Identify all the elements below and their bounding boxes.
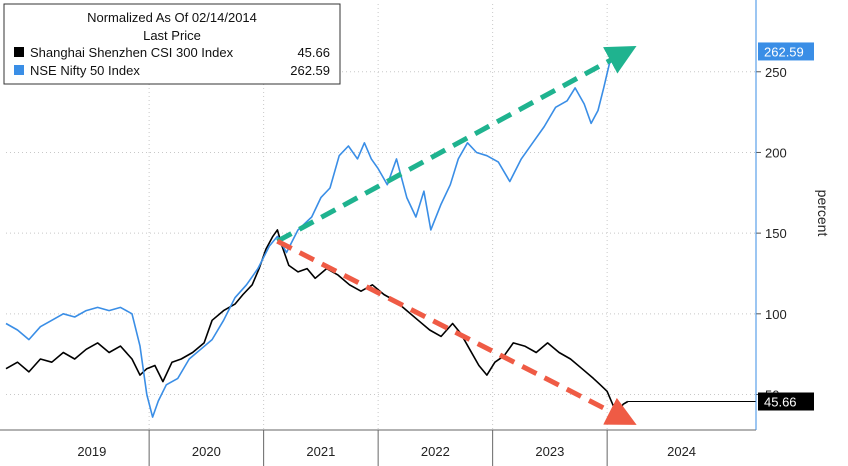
x-tick-label-2024: 2024 [667, 444, 696, 459]
last-value-label-csi300: 45.66 [764, 395, 797, 410]
y-axis-label: percent [815, 190, 831, 237]
y-tick-label-100: 100 [765, 307, 787, 322]
axes: 50100150200250201920202021202220232024 [0, 0, 787, 466]
legend-box [3, 3, 341, 85]
series-line-nifty50 [5, 51, 629, 418]
legend-header-line1: Normalized As Of 02/14/2014 [87, 10, 257, 25]
x-tick-label-2023: 2023 [535, 444, 564, 459]
x-tick-label-2021: 2021 [306, 444, 335, 459]
trend-arrow-up [276, 46, 637, 244]
legend-header-line2: Last Price [143, 28, 201, 43]
y-tick-label-200: 200 [765, 145, 787, 160]
legend-entry-csi300-name: Shanghai Shenzhen CSI 300 Index [30, 45, 234, 60]
x-tick-label-2019: 2019 [77, 444, 106, 459]
legend-entry-nifty50-name: NSE Nifty 50 Index [30, 63, 140, 78]
legend-swatch-csi300 [14, 47, 24, 57]
y-tick-label-250: 250 [765, 65, 787, 80]
legend: Normalized As Of 02/14/2014 Last Price S… [3, 3, 341, 85]
last-value-badge-csi300 [758, 392, 814, 411]
y-tick-label-150: 150 [765, 226, 787, 241]
annotation-layer [276, 46, 637, 425]
series-line-csi300 [5, 229, 629, 412]
series-layer [5, 51, 756, 418]
x-tick-label-2022: 2022 [421, 444, 450, 459]
x-tick-label-2020: 2020 [192, 444, 221, 459]
legend-entry-csi300-value: 45.66 [297, 45, 330, 60]
legend-swatch-nifty50 [14, 65, 24, 75]
last-value-badge-nifty50 [758, 42, 814, 61]
last-value-badges: 45.66 262.59 [758, 42, 814, 411]
legend-entry-nifty50-value: 262.59 [290, 63, 330, 78]
last-value-label-nifty50: 262.59 [764, 44, 804, 59]
trend-arrow-down [276, 238, 637, 425]
